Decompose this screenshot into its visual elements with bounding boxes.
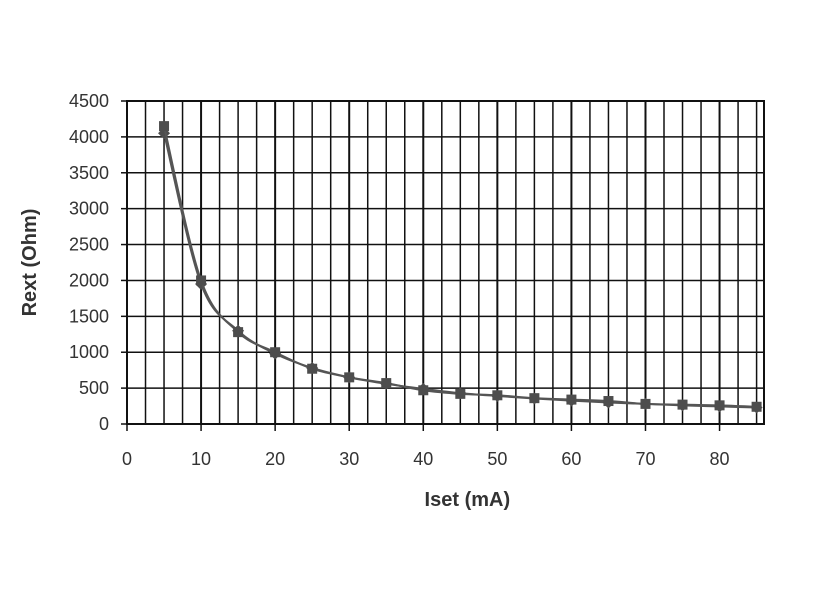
y-tick-label: 3500 [69, 163, 109, 183]
x-tick-label: 50 [487, 449, 507, 469]
series-2-point [455, 388, 466, 399]
series-2-point [714, 400, 725, 411]
x-axis-title: Iset (mA) [425, 489, 511, 511]
series-2-point [159, 121, 170, 132]
series-2-point [344, 372, 355, 383]
x-tick-label: 40 [413, 449, 433, 469]
x-tick-labels: 0 10 20 30 40 50 60 70 80 [122, 449, 730, 469]
y-axis-title: Rext (Ohm) [19, 209, 41, 317]
series-2-point [640, 398, 651, 409]
x-tick-label: 10 [191, 449, 211, 469]
y-tick-label: 0 [99, 414, 109, 434]
series-2-point [233, 327, 244, 338]
x-tick-label: 20 [265, 449, 285, 469]
series-2-point [603, 396, 614, 407]
series-2-point [529, 393, 540, 404]
x-tick-label: 70 [635, 449, 655, 469]
y-tick-label: 2500 [69, 235, 109, 255]
y-tick-label: 3000 [69, 199, 109, 219]
y-tick-label: 1500 [69, 306, 109, 326]
y-tick-label: 2000 [69, 270, 109, 290]
y-tick-label: 500 [79, 378, 109, 398]
x-tick-label: 60 [561, 449, 581, 469]
series-2-point [270, 347, 281, 358]
y-tick-label: 1000 [69, 342, 109, 362]
series-2-point [196, 275, 207, 286]
grid [126, 100, 764, 425]
x-tick-label: 80 [710, 449, 730, 469]
y-tick-label: 4500 [69, 91, 109, 111]
series [158, 121, 763, 414]
x-tick-label: 0 [122, 449, 132, 469]
series-2-point [751, 401, 762, 412]
series-2-point [418, 385, 429, 396]
series-2-point [492, 390, 503, 401]
series-2-point [566, 394, 577, 405]
series-2-point [677, 399, 688, 410]
series-2-point [381, 378, 392, 389]
x-tick-label: 30 [339, 449, 359, 469]
axes [121, 100, 764, 431]
y-tick-labels: 0 500 1000 1500 2000 2500 3000 3500 4000 4500 [69, 91, 109, 434]
y-tick-label: 4000 [69, 127, 109, 147]
series-2-point [307, 363, 318, 374]
